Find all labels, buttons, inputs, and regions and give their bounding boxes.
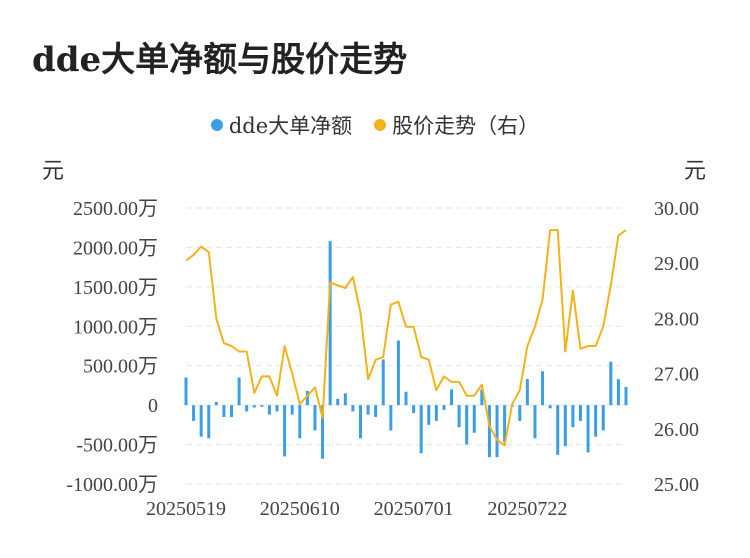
right-tick-label: 29.00 bbox=[654, 253, 699, 275]
dde-bar bbox=[609, 361, 613, 406]
dde-bar bbox=[563, 405, 567, 447]
dde-bar bbox=[594, 405, 598, 437]
dde-bar bbox=[480, 389, 484, 406]
dde-bar bbox=[374, 405, 378, 417]
dde-bar bbox=[237, 377, 241, 406]
dde-bar bbox=[419, 405, 423, 454]
left-tick-label: 2000.00万 bbox=[73, 237, 158, 259]
grid-lines bbox=[186, 207, 626, 485]
dde-bar bbox=[358, 405, 362, 439]
right-tick-label: 26.00 bbox=[654, 419, 699, 441]
dde-bar bbox=[207, 405, 211, 439]
dde-bar bbox=[487, 405, 491, 458]
dde-bar bbox=[525, 379, 529, 406]
dde-bar bbox=[351, 405, 355, 412]
dde-bar bbox=[434, 405, 438, 421]
dde-bar bbox=[450, 389, 454, 406]
legend-dot-dde-icon bbox=[210, 119, 223, 131]
left-tick-label: 1000.00万 bbox=[73, 316, 158, 338]
dde-bar bbox=[328, 241, 332, 406]
chart-legend: dde大单净额 股价走势（右） bbox=[0, 110, 750, 140]
dde-bar bbox=[533, 405, 537, 439]
dde-bar bbox=[366, 405, 370, 415]
dde-bar bbox=[245, 405, 249, 412]
dde-bar bbox=[556, 405, 560, 455]
dde-bar bbox=[578, 405, 582, 421]
left-tick-label: 0 bbox=[148, 395, 158, 417]
dde-bar bbox=[518, 405, 522, 421]
x-tick-label: 20250610 bbox=[260, 498, 340, 520]
dde-bar bbox=[199, 405, 203, 437]
dde-bar bbox=[495, 405, 499, 458]
dde-bar bbox=[472, 405, 476, 433]
dde-bar bbox=[275, 405, 279, 412]
dde-bar bbox=[305, 390, 309, 406]
dde-bar bbox=[313, 405, 317, 431]
left-tick-label: 500.00万 bbox=[83, 356, 158, 378]
x-tick-label: 20250519 bbox=[146, 498, 226, 520]
dde-bar bbox=[427, 405, 431, 425]
right-tick-label: 30.00 bbox=[654, 198, 699, 220]
legend-label-dde: dde大单净额 bbox=[228, 114, 353, 138]
left-tick-label: -500.00万 bbox=[76, 435, 158, 457]
dde-bar bbox=[457, 405, 461, 428]
price-line bbox=[185, 229, 627, 447]
legend-dot-price-icon bbox=[374, 119, 387, 131]
dde-bar bbox=[381, 359, 385, 406]
dde-bar bbox=[267, 405, 271, 415]
dde-bar bbox=[230, 405, 234, 417]
dde-bar bbox=[343, 393, 347, 406]
price-line-layer bbox=[185, 229, 627, 447]
dde-bar bbox=[624, 387, 628, 406]
dde-bar bbox=[389, 405, 393, 431]
dde-bar bbox=[571, 405, 575, 428]
left-axis-unit: 元 bbox=[42, 159, 64, 184]
left-tick-label: 2500.00万 bbox=[73, 198, 158, 220]
dde-bar bbox=[336, 398, 340, 406]
dde-bars bbox=[184, 241, 628, 459]
dde-bar bbox=[586, 405, 590, 453]
dde-bar bbox=[412, 405, 416, 414]
dde-bar bbox=[290, 405, 294, 415]
dde-bar bbox=[404, 391, 408, 406]
dde-bar bbox=[252, 405, 256, 408]
dde-bar bbox=[222, 405, 226, 417]
legend-item-dde[interactable]: dde大单净额 bbox=[210, 110, 353, 140]
chart-title: dde大单净额与股价走势 bbox=[32, 40, 408, 80]
dde-bar bbox=[283, 405, 287, 457]
dde-bar bbox=[616, 379, 620, 406]
dde-bar bbox=[396, 340, 400, 406]
left-tick-label: 1500.00万 bbox=[73, 277, 158, 299]
dde-bar bbox=[298, 405, 302, 439]
dde-bar bbox=[601, 405, 605, 431]
legend-label-price: 股价走势（右） bbox=[392, 114, 540, 138]
dde-bar bbox=[184, 377, 188, 406]
x-tick-label: 20250701 bbox=[374, 498, 454, 520]
right-tick-label: 27.00 bbox=[654, 364, 699, 386]
x-tick-label: 20250722 bbox=[487, 498, 567, 520]
right-tick-label: 28.00 bbox=[654, 308, 699, 330]
right-axis-unit: 元 bbox=[684, 159, 706, 184]
dde-bar bbox=[548, 405, 552, 409]
dde-bar bbox=[465, 405, 469, 445]
dde-bar bbox=[192, 405, 196, 421]
axes-labels: 2500.00万 2000.00万 1500.00万 1000.00万 500.00万 0… bbox=[42, 159, 706, 520]
dde-bar bbox=[214, 401, 218, 406]
left-tick-label: -1000.00万 bbox=[66, 474, 158, 496]
dde-bar bbox=[503, 405, 507, 443]
right-tick-label: 25.00 bbox=[654, 474, 699, 496]
dde-bar bbox=[321, 405, 325, 459]
dde-bar bbox=[260, 405, 264, 407]
dde-bar bbox=[442, 405, 446, 410]
legend-item-price[interactable]: 股价走势（右） bbox=[374, 110, 539, 140]
dde-bar bbox=[541, 371, 545, 406]
